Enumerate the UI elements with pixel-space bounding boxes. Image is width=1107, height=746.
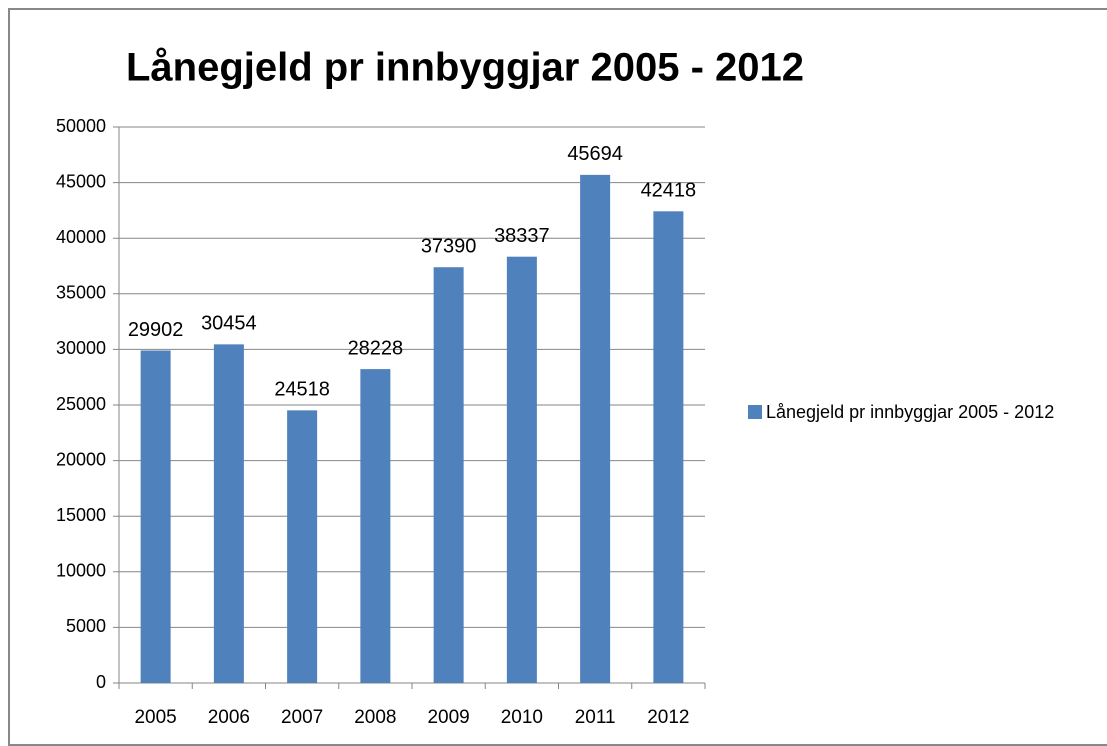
data-label: 29902 <box>128 319 184 341</box>
bar <box>580 174 611 683</box>
bar <box>360 369 391 683</box>
data-label: 28228 <box>348 337 404 359</box>
x-tick-label: 2010 <box>501 707 543 728</box>
y-tick-label: 45000 <box>56 171 106 191</box>
bar <box>653 211 684 684</box>
y-tick-label: 10000 <box>56 561 106 581</box>
y-tick-label: 30000 <box>56 338 106 358</box>
data-label: 42418 <box>641 180 697 202</box>
y-tick-label: 0 <box>96 672 106 692</box>
y-tick-label: 25000 <box>56 394 106 414</box>
x-tick-label: 2005 <box>134 707 176 728</box>
y-tick-label: 20000 <box>56 449 106 469</box>
x-tick-label: 2012 <box>647 707 689 728</box>
bar <box>506 256 537 683</box>
y-tick-label: 15000 <box>56 505 106 525</box>
legend-label: Lånegjeld pr innbyggjar 2005 - 2012 <box>766 402 1055 422</box>
legend: Lånegjeld pr innbyggjar 2005 - 2012 <box>748 398 1103 426</box>
data-label: 45694 <box>567 143 623 165</box>
chart-title: Lånegjeld pr innbyggjar 2005 - 2012 <box>126 46 804 90</box>
x-tick-label: 2008 <box>354 707 396 728</box>
x-tick-label: 2006 <box>208 707 250 728</box>
x-tick-label: 2007 <box>281 707 323 728</box>
y-tick-label: 50000 <box>56 116 106 136</box>
data-label: 38337 <box>494 225 550 247</box>
y-tick-label: 5000 <box>66 616 106 636</box>
x-tick-label: 2011 <box>575 707 616 728</box>
x-tick-label: 2009 <box>427 707 469 728</box>
data-label: 30454 <box>201 313 257 335</box>
bar <box>433 267 464 683</box>
legend-swatch <box>748 405 762 419</box>
bar <box>213 344 244 683</box>
y-tick-label: 35000 <box>56 283 106 303</box>
data-label: 24518 <box>274 379 330 401</box>
bar <box>140 350 171 683</box>
y-tick-label: 40000 <box>56 227 106 247</box>
data-label: 37390 <box>421 236 477 258</box>
bar <box>287 410 318 683</box>
